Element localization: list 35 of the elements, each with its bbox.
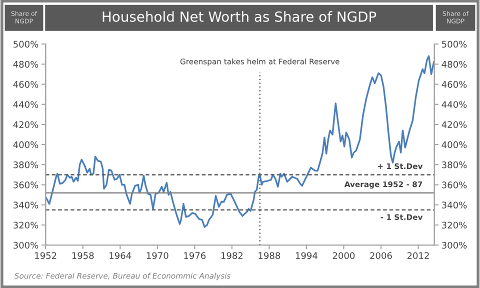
y2-tick-label: 420% bbox=[442, 121, 467, 128]
y2-tick-label: 320% bbox=[442, 222, 467, 229]
y-tick-label: 300% bbox=[14, 242, 38, 249]
y2-tick-label: 480% bbox=[442, 60, 467, 68]
y-tick-label: 400% bbox=[13, 141, 38, 148]
x-tick-label: 1964 bbox=[110, 252, 132, 260]
x-tick-label: 2000 bbox=[332, 252, 355, 260]
y-tick-label: 380% bbox=[14, 161, 38, 168]
y-tick-label: 340% bbox=[14, 202, 38, 208]
y2-tick-label: 460% bbox=[442, 81, 467, 88]
y-tick-label: 460% bbox=[13, 81, 38, 88]
y-tick-label: 320% bbox=[14, 222, 38, 229]
x-tick-label: 1988 bbox=[258, 252, 280, 260]
line-series bbox=[46, 55, 434, 228]
x-tick-label: 2012 bbox=[407, 252, 429, 260]
x-tick-label: 1952 bbox=[35, 252, 56, 260]
y2-tick-label: 400% bbox=[442, 141, 467, 148]
x-tick-label: 1994 bbox=[296, 252, 318, 260]
y2-tick-label: 380% bbox=[442, 161, 467, 168]
x-tick-label: 1976 bbox=[184, 252, 206, 260]
y2-tick-label: 440% bbox=[442, 101, 467, 108]
y-tick-label: 480% bbox=[13, 60, 38, 68]
x-tick-label: 2006 bbox=[370, 252, 392, 260]
x-tick-label: 1982 bbox=[221, 252, 243, 260]
y-tick-label: 500% bbox=[14, 40, 38, 48]
y2-tick-label: 360% bbox=[442, 182, 467, 188]
y2-tick-label: 300% bbox=[442, 242, 467, 249]
y2-tick-label: 500% bbox=[442, 40, 467, 48]
y-tick-label: 420% bbox=[13, 121, 38, 128]
y2-tick-label: 340% bbox=[442, 202, 467, 208]
x-tick-label: 1970 bbox=[146, 252, 168, 260]
y-tick-label: 360% bbox=[14, 182, 38, 188]
x-tick-label: 1958 bbox=[72, 252, 94, 260]
chart-title: Household Net Worth as Share of NGDP bbox=[102, 11, 376, 22]
y-tick-label: 440% bbox=[13, 101, 38, 108]
